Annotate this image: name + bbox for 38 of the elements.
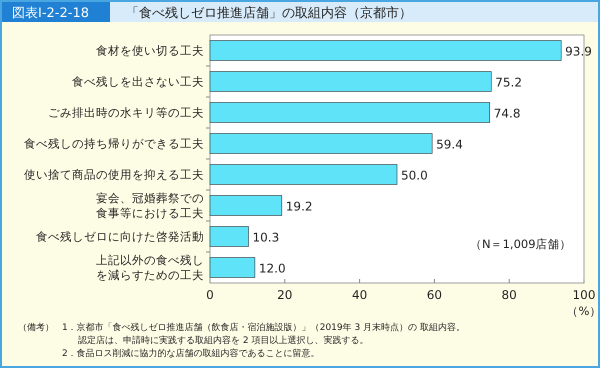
data-label: 10.3 <box>252 230 280 244</box>
text: 認定店は、申請時に実践する取組内容を 2 項目以上選択し、実践する。 <box>78 335 368 346</box>
text: 2．食品ロス削減に協力的な店舗の取組内容であることに留意。 <box>62 348 320 359</box>
bar <box>210 40 562 61</box>
x-tick-label: 20 <box>277 288 292 302</box>
y-tick-label: 上記以外の食べ残しを減らすための工夫 <box>96 253 204 282</box>
x-tick-label: 0 <box>206 288 214 302</box>
x-tick-label: 100 <box>572 288 596 302</box>
x-tick-label: 80 <box>502 288 517 302</box>
text: 1．京都市「食べ残しゼロ推進店舗（飲食店・宿泊施設版）」（2019年 3 月末時点）の 取組内容。 <box>62 322 465 333</box>
data-label: 93.9 <box>565 44 592 58</box>
text: （備考） <box>18 322 54 333</box>
bar <box>210 71 492 92</box>
chart-title: 「食べ残しゼロ推進店舗」の取組内容（京都市） <box>126 5 412 21</box>
bar <box>210 195 282 216</box>
bar <box>210 164 398 185</box>
bar <box>210 133 432 154</box>
data-label: 19.2 <box>286 200 313 214</box>
y-tick-label: 宴会、冠婚葬祭での食事等における工夫 <box>96 191 204 220</box>
data-label: 74.8 <box>494 106 520 120</box>
y-tick-label: ごみ排出時の水キリ等の工夫 <box>48 106 204 120</box>
y-tick-label: 食材を使い切る工夫 <box>96 44 204 58</box>
data-label: 75.2 <box>495 76 522 90</box>
data-label: 50.0 <box>401 168 428 182</box>
bar <box>210 257 256 278</box>
y-tick-label: 食べ残しを出さない工夫 <box>72 74 204 88</box>
x-axis-title: （%） <box>566 304 600 318</box>
x-tick-label: 60 <box>426 288 442 302</box>
y-tick-label: 食べ残しゼロに向けた啓発活動 <box>36 230 204 244</box>
annotation: （N＝1,009店舗） <box>470 237 572 251</box>
bar <box>210 226 249 247</box>
data-label: 59.4 <box>436 138 463 152</box>
data-label: 12.0 <box>258 262 286 276</box>
text: 図表Ⅰ-2-2-18 <box>12 6 89 21</box>
y-tick-label: 食べ残しの持ち帰りができる工夫 <box>24 136 204 150</box>
y-tick-label: 使い捨て商品の使用を抑える工夫 <box>24 168 204 182</box>
x-tick-label: 40 <box>352 288 368 302</box>
bar <box>210 102 490 123</box>
